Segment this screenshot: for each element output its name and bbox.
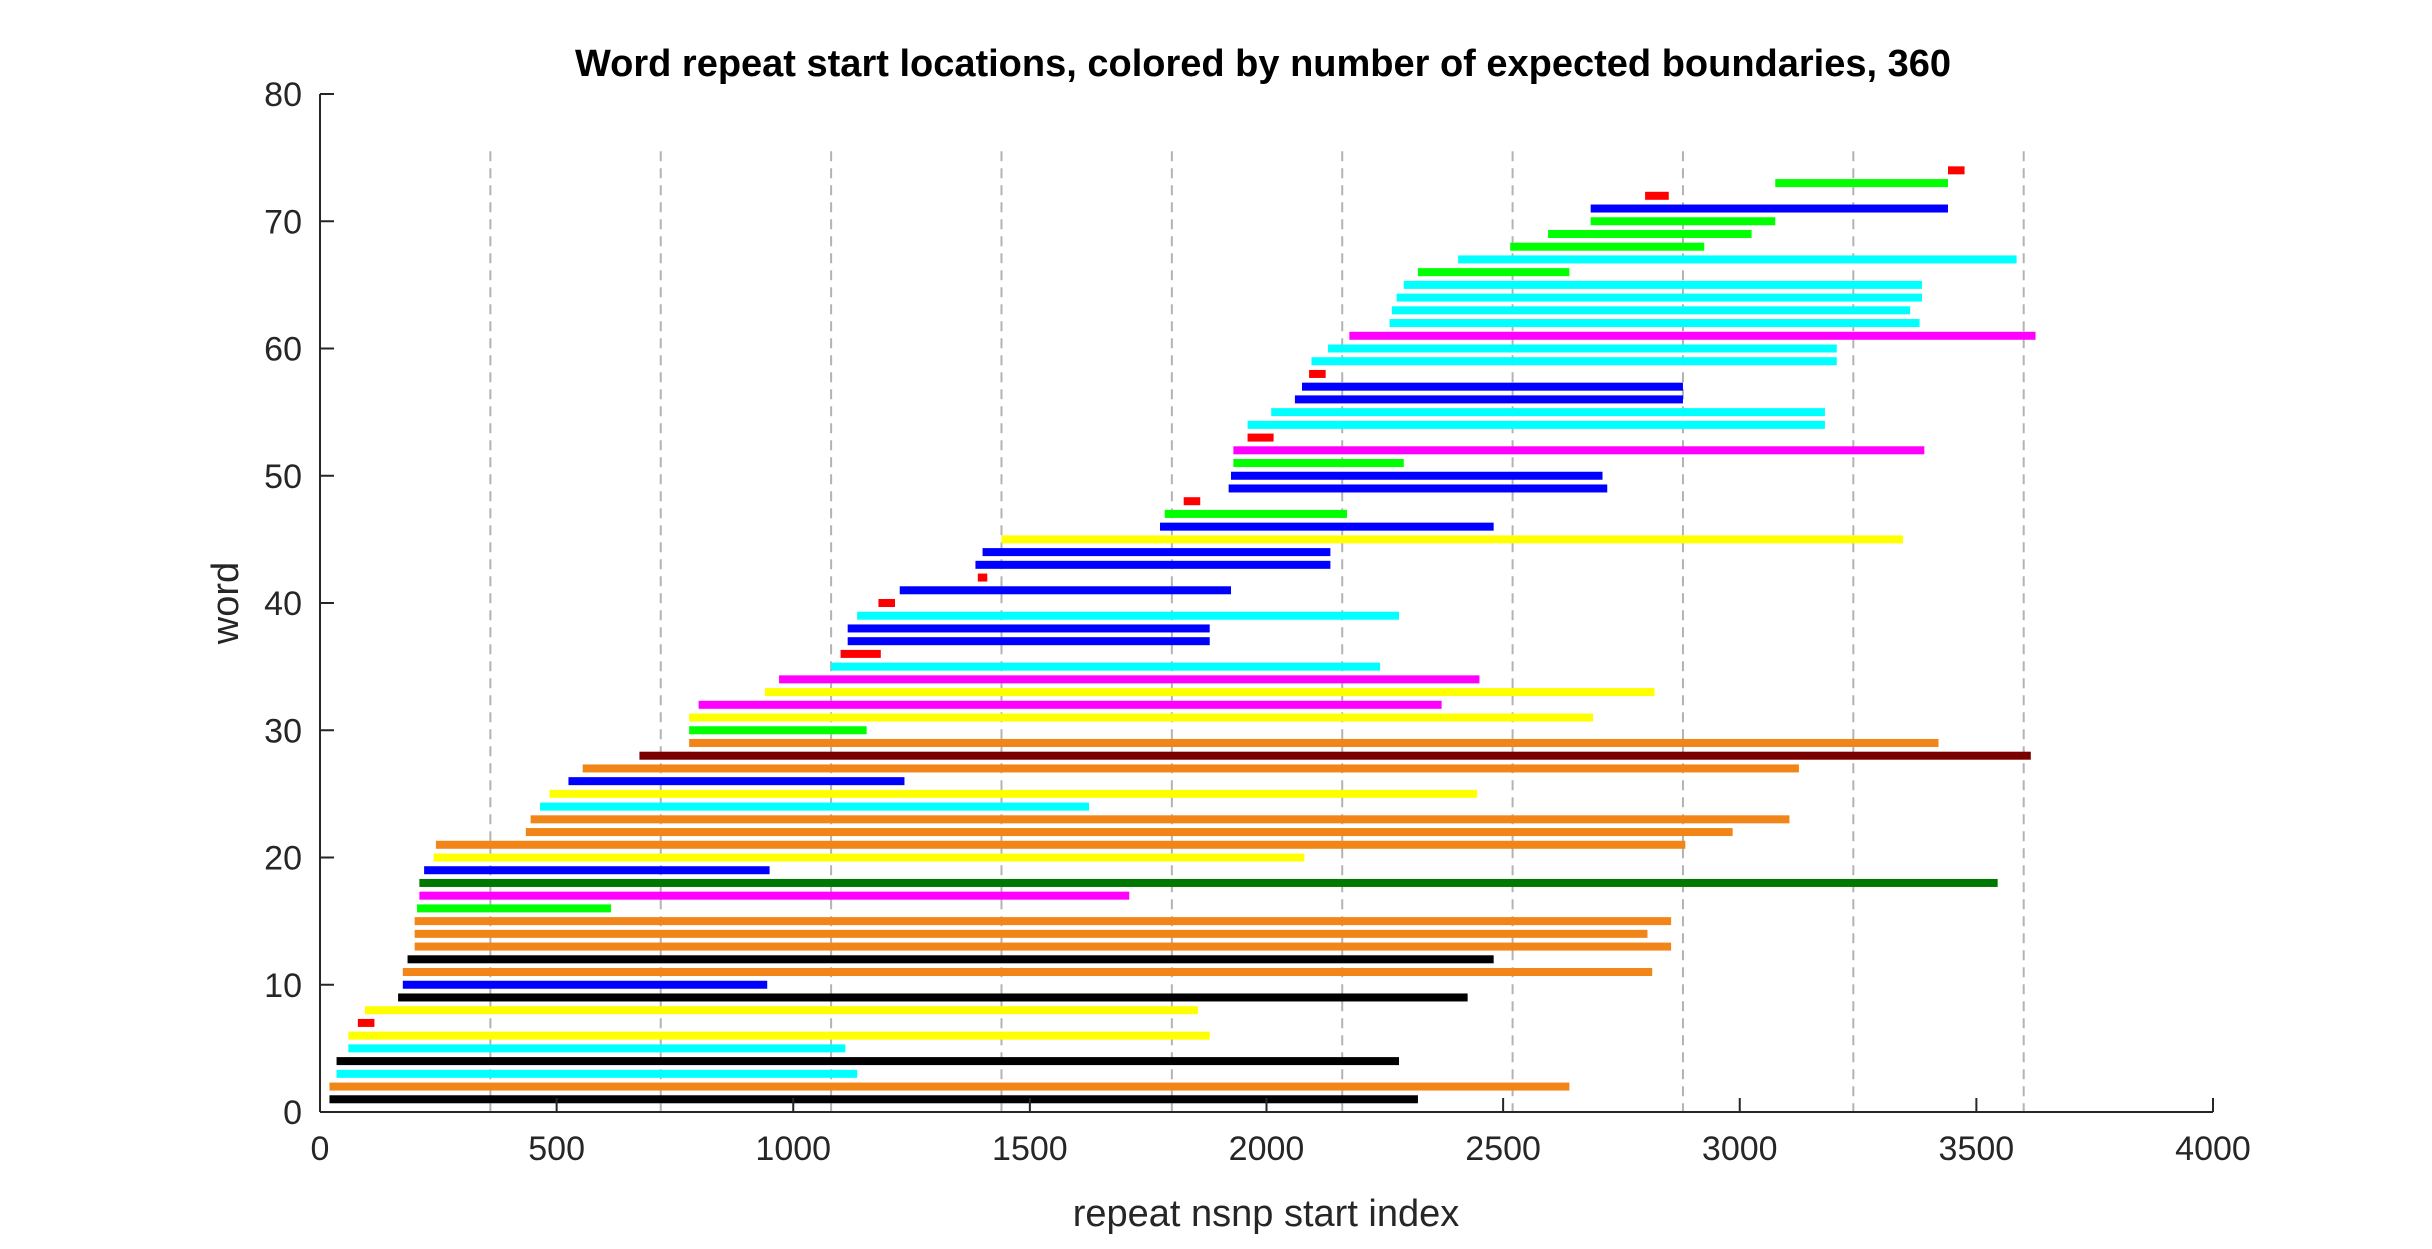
word-segment-31: [689, 713, 1594, 722]
chart-title: Word repeat start locations, colored by …: [575, 43, 1951, 85]
word-segment-23: [530, 815, 1790, 824]
bars-layer: [329, 166, 2036, 1104]
word-segment-56: [1294, 395, 1683, 404]
word-segment-42: [977, 573, 988, 582]
word-segment-72: [1645, 191, 1669, 200]
word-segment-36: [840, 649, 881, 658]
word-segment-67: [1458, 255, 2017, 264]
word-segment-21: [435, 840, 1686, 849]
x-tick-label-4000: 4000: [2175, 1130, 2251, 1168]
word-segment-28: [639, 751, 2031, 760]
y-tick-label-40: 40: [264, 585, 302, 623]
word-segment-4: [336, 1057, 1400, 1066]
word-segment-68: [1510, 242, 1705, 251]
word-segment-22: [525, 828, 1733, 837]
y-axis-label: word: [205, 562, 247, 645]
word-segment-37: [847, 637, 1210, 646]
word-segment-54: [1247, 420, 1825, 429]
word-segment-15: [414, 917, 1672, 926]
y-tick-label-30: 30: [264, 712, 302, 750]
word-segment-62: [1389, 319, 1920, 328]
word-segment-30: [689, 726, 867, 735]
x-tick-label-3500: 3500: [1939, 1130, 2015, 1168]
word-segment-55: [1271, 408, 1825, 417]
word-segment-38: [847, 624, 1210, 633]
word-segment-12: [407, 955, 1494, 964]
ticks-layer: 0 500 1000 1500 2000 2500 3000 3500 4000 0 10 20 30 4…: [264, 76, 2251, 1168]
y-tick-label-10: 10: [264, 967, 302, 1005]
word-segment-69: [1548, 229, 1752, 238]
word-segment-73: [1775, 179, 1948, 188]
word-segment-65: [1403, 280, 1922, 289]
word-segment-9: [398, 993, 1468, 1002]
y-tick-label-20: 20: [264, 840, 302, 878]
word-segment-13: [414, 942, 1672, 951]
x-axis-label: repeat nsnp start index: [1073, 1193, 1460, 1235]
word-segment-63: [1391, 306, 1911, 315]
word-segment-61: [1349, 331, 2036, 340]
word-segment-59: [1311, 357, 1837, 366]
y-tick-label-70: 70: [264, 203, 302, 241]
word-segment-27: [582, 764, 1799, 773]
word-segment-49: [1228, 484, 1608, 493]
word-segment-5: [348, 1044, 846, 1053]
x-tick-label-2000: 2000: [1229, 1130, 1305, 1168]
x-tick-label-1000: 1000: [755, 1130, 831, 1168]
word-segment-29: [689, 738, 1939, 747]
word-segment-60: [1328, 344, 1837, 353]
word-segment-10: [402, 980, 768, 989]
x-tick-label-0: 0: [311, 1130, 330, 1168]
word-segment-58: [1309, 369, 1326, 378]
x-tick-label-1500: 1500: [992, 1130, 1068, 1168]
word-segment-2: [329, 1082, 1570, 1091]
word-segment-51: [1233, 459, 1404, 468]
word-segment-50: [1231, 471, 1603, 480]
word-segment-64: [1396, 293, 1922, 302]
word-segment-70: [1590, 217, 1776, 226]
word-segment-41: [899, 586, 1232, 595]
word-segment-26: [568, 777, 905, 786]
word-segment-11: [402, 968, 1653, 977]
word-segment-33: [764, 688, 1655, 697]
word-segment-3: [336, 1069, 858, 1078]
word-segment-24: [540, 802, 1090, 811]
word-segment-45: [1001, 535, 1904, 544]
word-segment-52: [1233, 446, 1925, 455]
y-tick-label-0: 0: [283, 1094, 302, 1132]
word-segment-48: [1183, 497, 1201, 506]
word-segment-34: [779, 675, 1480, 684]
word-segment-14: [414, 929, 1648, 938]
word-segment-66: [1417, 268, 1570, 277]
word-segment-19: [424, 866, 770, 875]
word-segment-57: [1301, 382, 1683, 391]
word-segment-40: [878, 599, 895, 607]
y-tick-label-80: 80: [264, 76, 302, 114]
x-tick-label-500: 500: [528, 1130, 585, 1168]
word-segment-44: [982, 548, 1331, 557]
word-segment-25: [549, 789, 1478, 798]
y-tick-label-50: 50: [264, 458, 302, 496]
word-segment-18: [419, 878, 1998, 887]
x-tick-label-2500: 2500: [1465, 1130, 1541, 1168]
word-segment-17: [419, 891, 1130, 900]
word-segment-16: [417, 904, 612, 913]
word-segment-7: [357, 1018, 375, 1027]
word-segment-46: [1160, 522, 1494, 531]
word-segment-35: [831, 662, 1381, 671]
word-segment-47: [1164, 509, 1347, 518]
word-segment-53: [1247, 433, 1274, 442]
word-segment-39: [857, 611, 1400, 620]
y-tick-label-60: 60: [264, 331, 302, 369]
word-segment-20: [433, 853, 1305, 862]
word-segment-8: [364, 1006, 1198, 1015]
word-segment-71: [1590, 204, 1948, 213]
word-segment-6: [348, 1031, 1210, 1040]
x-tick-label-3000: 3000: [1702, 1130, 1778, 1168]
word-segment-43: [975, 560, 1331, 569]
word-segment-32: [698, 700, 1442, 709]
word-segment-74: [1947, 166, 1965, 175]
word-segment-1: [329, 1095, 1418, 1104]
